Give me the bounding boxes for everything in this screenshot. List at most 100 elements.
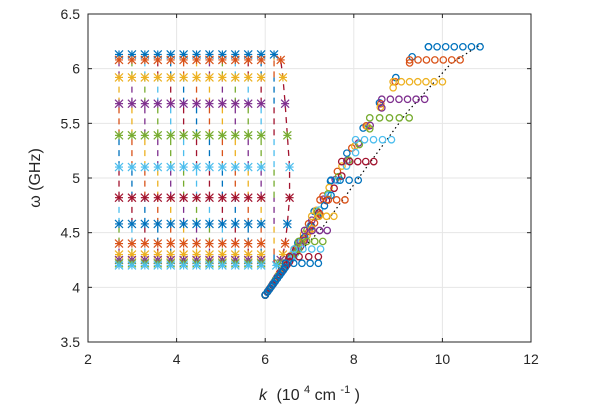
- star-marker: [205, 193, 214, 203]
- star-marker: [127, 130, 137, 140]
- star-marker: [256, 261, 266, 270]
- x-axis-symbol: k: [259, 387, 268, 404]
- y-axis-label: ω (GHz): [27, 148, 44, 208]
- star-marker: [243, 162, 253, 172]
- star-marker: [205, 72, 214, 82]
- star-marker: [243, 261, 253, 270]
- x-axis-unit-base: cm: [315, 387, 336, 404]
- star-marker: [153, 261, 163, 270]
- star-marker: [166, 72, 176, 82]
- circle-marker: [314, 259, 323, 268]
- star-marker: [217, 219, 227, 229]
- x-axis-unit-close: ): [355, 387, 360, 404]
- y-tick-label: 4: [72, 279, 80, 295]
- y-tick-label: 6: [72, 61, 80, 77]
- star-marker: [153, 219, 163, 229]
- star-marker: [114, 130, 124, 140]
- circle-marker: [299, 245, 307, 253]
- circle-marker: [386, 95, 395, 104]
- circle-marker: [447, 56, 456, 64]
- circle-marker: [377, 104, 386, 112]
- star-marker: [205, 55, 214, 65]
- circle-marker: [285, 257, 294, 266]
- star-marker: [179, 162, 189, 172]
- circle-marker: [323, 226, 332, 235]
- star-marker: [114, 219, 124, 229]
- y-tick-label: 5: [72, 170, 80, 186]
- circle-marker: [310, 237, 319, 246]
- star-marker: [243, 193, 253, 203]
- star-marker: [192, 219, 201, 229]
- circle-marker: [353, 157, 362, 166]
- star-marker: [280, 99, 290, 109]
- star-marker: [243, 99, 253, 109]
- star-marker: [166, 261, 176, 270]
- star-marker: [153, 72, 163, 82]
- circle-marker: [338, 162, 346, 170]
- star-marker: [127, 99, 137, 109]
- star-marker: [192, 99, 201, 109]
- circle-marker: [322, 212, 331, 221]
- circle-marker: [332, 196, 341, 204]
- circle-marker: [439, 56, 448, 64]
- circle-marker: [330, 212, 338, 221]
- circle-marker: [424, 42, 433, 51]
- star-marker: [217, 99, 227, 109]
- star-marker: [217, 72, 227, 82]
- star-marker: [140, 55, 150, 65]
- circle-marker: [316, 196, 324, 204]
- circle-marker: [456, 56, 464, 64]
- star-marker: [230, 261, 240, 270]
- circle-marker: [397, 77, 406, 86]
- star-marker: [278, 72, 288, 82]
- circle-marker: [337, 172, 346, 180]
- x-axis-label: k (10 4 cm -1 ): [259, 380, 360, 404]
- star-marker: [179, 239, 189, 249]
- x-axis-unit-open: (10: [276, 387, 299, 404]
- star-marker: [114, 99, 124, 109]
- star-marker: [140, 130, 150, 140]
- star-marker: [127, 162, 137, 172]
- circle-marker: [304, 252, 313, 261]
- star-marker: [205, 219, 214, 229]
- star-marker: [230, 162, 240, 172]
- star-marker: [192, 55, 201, 65]
- circle-marker: [433, 42, 441, 51]
- star-marker: [179, 193, 189, 203]
- star-marker: [269, 50, 279, 59]
- x-tick-label: 12: [523, 351, 539, 367]
- star-marker: [230, 219, 240, 229]
- circle-marker: [314, 252, 323, 261]
- star-marker: [140, 72, 150, 82]
- star-marker: [192, 72, 201, 82]
- circle-marker: [302, 237, 311, 246]
- circle-marker: [365, 124, 374, 133]
- circle-marker: [450, 42, 459, 51]
- circle-marker: [337, 157, 346, 166]
- circle-marker: [431, 56, 439, 64]
- star-marker: [114, 72, 124, 82]
- star-marker: [153, 55, 163, 65]
- star-marker: [205, 162, 214, 172]
- circle-marker: [345, 176, 354, 185]
- star-marker: [256, 55, 266, 65]
- x-tick-label: 6: [261, 351, 269, 367]
- star-marker: [285, 162, 294, 172]
- star-marker: [217, 162, 227, 172]
- star-marker: [166, 193, 176, 203]
- circle-marker: [351, 135, 360, 144]
- star-marker: [179, 261, 189, 270]
- circle-marker: [281, 263, 290, 272]
- circle-marker: [387, 135, 396, 144]
- star-marker: [230, 99, 240, 109]
- circle-marker: [385, 114, 394, 122]
- circle-marker: [330, 184, 338, 193]
- x-tick-label: 8: [350, 351, 358, 367]
- star-marker: [114, 239, 124, 249]
- star-marker: [140, 162, 150, 172]
- circle-marker: [405, 59, 414, 67]
- circle-marker: [422, 77, 430, 86]
- circle-marker: [420, 95, 429, 104]
- star-marker: [140, 193, 150, 203]
